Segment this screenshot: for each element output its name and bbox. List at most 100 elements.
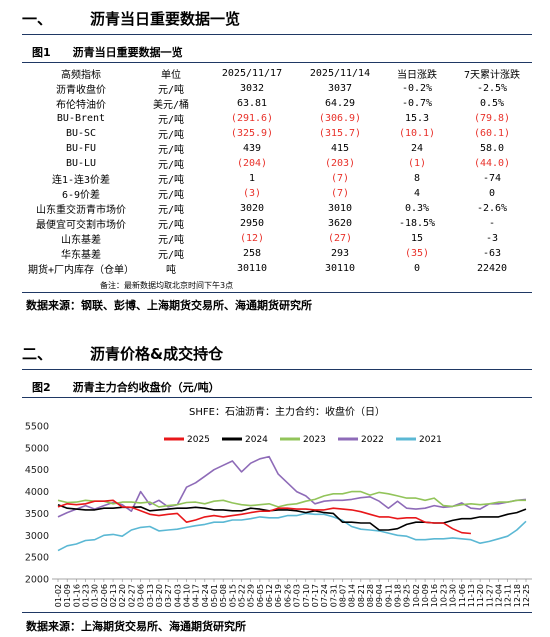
y-tick-label: 4500 bbox=[25, 465, 49, 476]
table-row: 期货+厂内库存（仓单） 吨 30110 30110 0 22420 bbox=[26, 261, 532, 276]
x-tick-label: 05-29 bbox=[247, 584, 256, 607]
x-tick-label: 06-19 bbox=[274, 584, 283, 607]
value-cell: (35) bbox=[404, 248, 430, 259]
x-tick-label: 07-24 bbox=[320, 584, 329, 607]
x-tick-label: 12-04 bbox=[494, 584, 503, 607]
x-tick-label: 05-15 bbox=[228, 584, 237, 607]
indicator-name: BU-SC bbox=[65, 128, 97, 139]
y-tick-label: 5000 bbox=[25, 443, 49, 454]
table-row: 最便宜可交割市场价 元/吨 2950 3620 -18.5% - bbox=[26, 216, 532, 231]
value-cell: 3032 bbox=[239, 83, 265, 94]
value-cell: (44.0) bbox=[473, 158, 511, 169]
value-cell: (204) bbox=[236, 158, 268, 169]
y-tick-label: 2000 bbox=[25, 575, 49, 586]
y-tick-label: 3000 bbox=[25, 531, 49, 542]
column-header: 高频指标 bbox=[61, 70, 101, 81]
x-tick-label: 04-17 bbox=[192, 584, 201, 607]
indicator-name: BU-Brent bbox=[56, 113, 106, 124]
value-cell: -3 bbox=[485, 233, 499, 244]
table-row: BU-SC 元/吨 (325.9) (315.7) (10.1) (60.1) bbox=[26, 126, 532, 141]
x-tick-label: 06-05 bbox=[256, 584, 265, 607]
value-cell: 8 bbox=[413, 173, 421, 184]
x-tick-label: 07-10 bbox=[302, 584, 311, 607]
figure-label: 图2 bbox=[32, 381, 51, 394]
column-header: 2025/11/17 bbox=[221, 68, 283, 79]
value-cell: 3037 bbox=[327, 83, 353, 94]
value-cell: 258 bbox=[242, 248, 262, 259]
value-cell: -0.7% bbox=[401, 98, 433, 109]
indicator-name: 山东基差 bbox=[61, 235, 101, 246]
plot-area bbox=[57, 455, 527, 552]
x-tick-label: 03-13 bbox=[146, 584, 155, 607]
value-cell: (12) bbox=[239, 233, 265, 244]
value-cell: 415 bbox=[330, 143, 350, 154]
unit-cell: 元/吨 bbox=[157, 145, 185, 156]
unit-cell: 元/吨 bbox=[157, 130, 185, 141]
value-cell: 3010 bbox=[327, 203, 353, 214]
unit-cell: 元/吨 bbox=[157, 160, 185, 171]
indicator-name: BU-LU bbox=[65, 158, 97, 169]
x-tick-label: 06-26 bbox=[283, 584, 292, 607]
x-tick-label: 02-06 bbox=[100, 584, 109, 607]
y-tick-label: 4000 bbox=[25, 487, 49, 498]
value-cell: 3020 bbox=[239, 203, 265, 214]
value-cell: (325.9) bbox=[230, 128, 274, 139]
figure-caption: 沥青主力合约收盘价（元/吨） bbox=[72, 381, 220, 394]
x-tick-label: 05-01 bbox=[210, 584, 219, 607]
column-header: 单位 bbox=[161, 70, 181, 81]
section-number: 二、 bbox=[22, 345, 53, 363]
indicator-name: 布伦特油价 bbox=[56, 100, 106, 111]
value-cell: 15.3 bbox=[404, 113, 430, 124]
value-cell: (79.8) bbox=[473, 113, 511, 124]
indicator-name: 6-9价差 bbox=[61, 190, 101, 201]
series-line-2021 bbox=[57, 512, 527, 552]
x-tick-label: 12-18 bbox=[513, 584, 522, 607]
table-row: 连1-连3价差 元/吨 1 (7) 8 -74 bbox=[26, 171, 532, 186]
x-tick-label: 08-21 bbox=[357, 584, 366, 607]
chart-legend: 2025 2024 2023 2022 2021 bbox=[164, 435, 442, 445]
x-tick-label: 01-02 bbox=[54, 584, 63, 607]
value-cell: 30110 bbox=[236, 263, 268, 274]
value-cell: 15 bbox=[410, 233, 424, 244]
x-tick-label: 12-11 bbox=[504, 584, 513, 607]
x-tick-label: 01-30 bbox=[91, 584, 100, 607]
value-cell: 0 bbox=[413, 263, 421, 274]
unit-cell: 美元/桶 bbox=[152, 100, 190, 111]
x-tick-label: 10-23 bbox=[439, 584, 448, 607]
x-tick-label: 07-31 bbox=[329, 584, 338, 607]
value-cell: 30110 bbox=[324, 263, 356, 274]
x-tick-label: 06-12 bbox=[265, 584, 274, 607]
chart-title: SHFE：石油沥青：主力合约：收盘价（日） bbox=[189, 405, 385, 418]
x-tick-label: 04-24 bbox=[201, 584, 210, 607]
value-cell: 22420 bbox=[476, 263, 508, 274]
x-tick-label: 11-06 bbox=[458, 584, 467, 607]
value-cell: 0.3% bbox=[404, 203, 430, 214]
section-divider bbox=[22, 34, 532, 35]
x-tick-label: 08-07 bbox=[338, 584, 347, 607]
unit-cell: 元/吨 bbox=[157, 250, 185, 261]
series-line-2024 bbox=[57, 503, 527, 531]
table-bottom-rule bbox=[22, 292, 532, 293]
unit-cell: 元/吨 bbox=[157, 175, 185, 186]
value-cell: 2950 bbox=[239, 218, 265, 229]
value-cell: (203) bbox=[324, 158, 356, 169]
x-tick-label: 01-23 bbox=[82, 584, 91, 607]
close-price-chart: SHFE：石油沥青：主力合约：收盘价（日） 2025 2024 2023 2022 20… bbox=[25, 405, 532, 607]
value-cell: 0 bbox=[488, 188, 496, 199]
table-row: 沥青收盘价 元/吨 3032 3037 -0.2% -2.5% bbox=[26, 81, 532, 96]
y-axis: 2000 2500 3000 3500 4000 4500 5000 5500 bbox=[25, 422, 49, 586]
x-tick-label: 07-17 bbox=[311, 584, 320, 607]
x-tick-label: 10-16 bbox=[430, 584, 439, 607]
y-tick-label: 5500 bbox=[25, 422, 49, 433]
legend-label: 2023 bbox=[303, 435, 326, 445]
column-header: 当日涨跌 bbox=[397, 70, 437, 81]
indicator-name: 期货+厂内库存（仓单） bbox=[27, 265, 135, 276]
table-row: 华东基差 元/吨 258 293 (35) -63 bbox=[26, 246, 532, 261]
indicator-name: 沥青收盘价 bbox=[56, 85, 106, 96]
x-tick-label: 03-20 bbox=[155, 584, 164, 607]
series-line-2023 bbox=[57, 490, 526, 508]
value-cell: 0.5% bbox=[479, 98, 505, 109]
series-line-2022 bbox=[57, 455, 527, 518]
y-tick-label: 3500 bbox=[25, 509, 49, 520]
value-cell: (7) bbox=[330, 173, 350, 184]
